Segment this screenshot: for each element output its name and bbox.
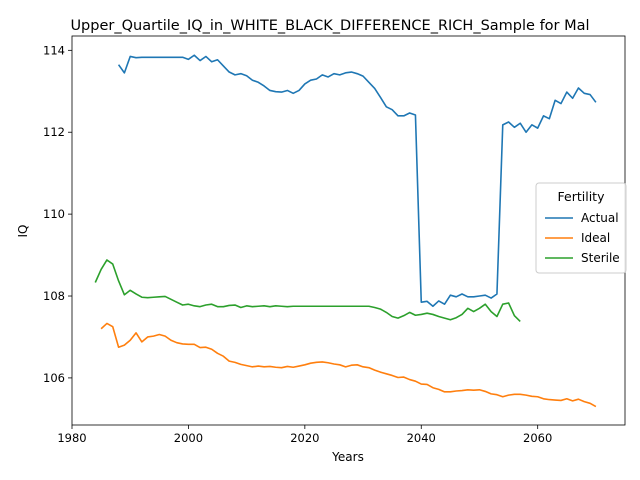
x-tick-label: 1980 [57,431,86,445]
legend: Fertility Actual Ideal Sterile [535,182,627,274]
legend-label-actual: Actual [581,211,619,225]
legend-title: Fertility [558,189,606,204]
y-tick-label: 106 [43,371,65,385]
series-line-ideal [100,322,597,408]
x-axis-label: Years [331,450,364,464]
y-axis-label: IQ [16,225,30,238]
series-line-actual [117,54,597,308]
plot-lines [94,54,597,408]
y-tick-label: 110 [43,207,65,221]
legend-items: Actual Ideal Sterile [545,211,620,265]
x-tick-label: 2040 [407,431,436,445]
x-tick-label: 2060 [523,431,552,445]
legend-label-ideal: Ideal [581,231,610,245]
x-tick-label: 2020 [290,431,319,445]
y-tick-label: 108 [43,289,65,303]
y-tick-label: 114 [43,43,65,57]
x-tick-label: 2000 [174,431,203,445]
y-tick-label: 112 [43,125,65,139]
y-axis-ticks: 106 108 110 112 114 [43,43,72,385]
legend-label-sterile: Sterile [581,251,620,265]
chart-title: Upper_Quartile_IQ_in_WHITE_BLACK_DIFFERE… [70,18,589,34]
x-axis-ticks: 1980 2000 2020 2040 2060 [57,425,552,445]
legend-box [535,182,627,274]
series-line-sterile [94,259,521,322]
